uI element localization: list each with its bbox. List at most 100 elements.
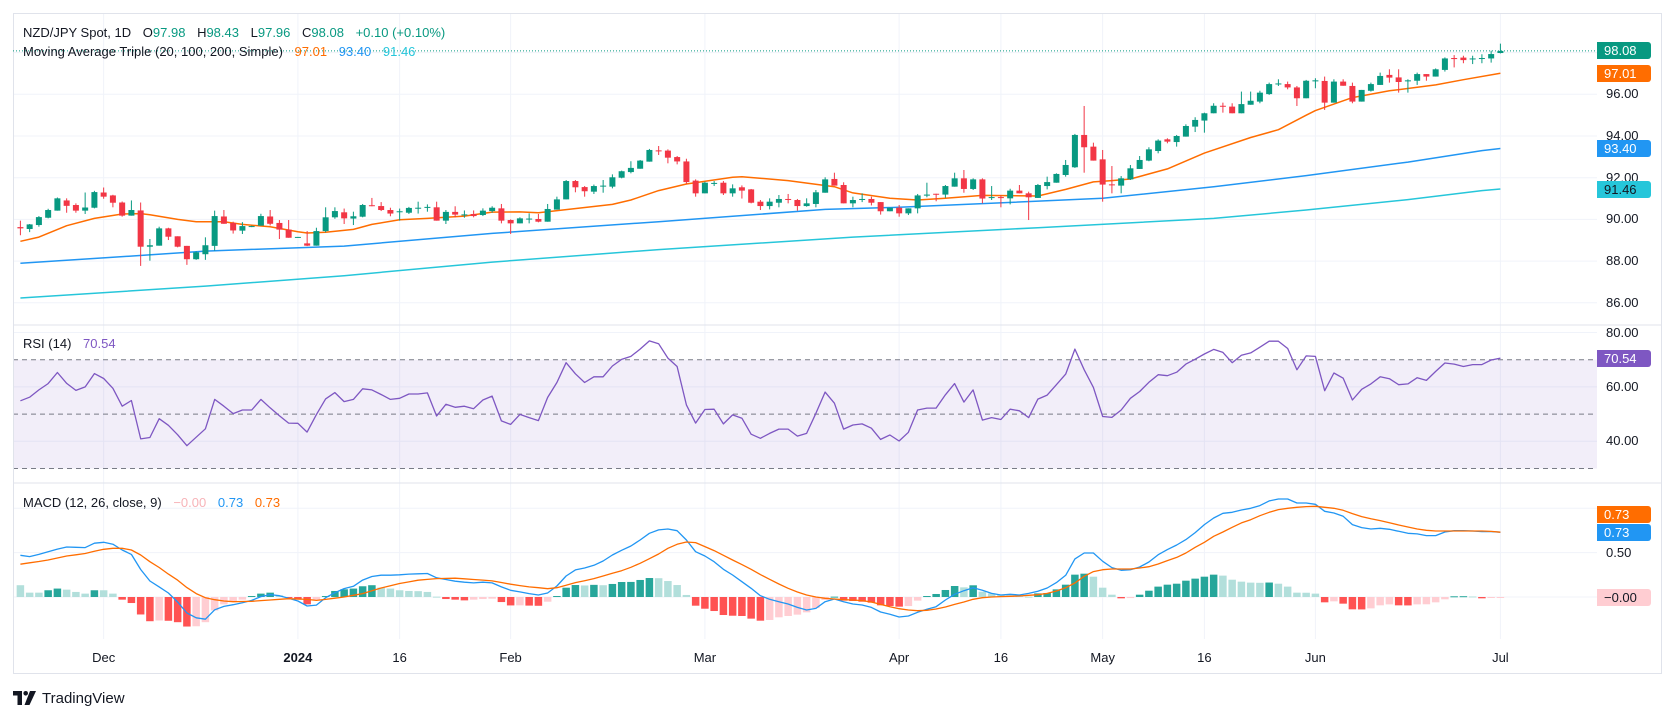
chart-frame xyxy=(13,13,1662,674)
candle-body xyxy=(646,149,653,162)
candle xyxy=(988,186,995,201)
candle-body xyxy=(711,182,718,184)
candle xyxy=(933,193,940,202)
macd-histogram-bar xyxy=(858,597,866,602)
macd-histogram xyxy=(16,573,1505,627)
candle xyxy=(415,201,422,214)
candle-body xyxy=(1303,80,1310,99)
candle-body xyxy=(26,224,33,229)
macd-histogram-bar xyxy=(1200,576,1209,597)
candle-body xyxy=(405,207,412,213)
candle xyxy=(267,210,274,226)
candle xyxy=(849,196,856,208)
macd-histogram-bar xyxy=(1376,597,1384,606)
macd-histogram-bar xyxy=(432,596,441,598)
candle-body xyxy=(933,193,940,195)
macd-histogram-bar xyxy=(1219,575,1227,597)
macd-histogram-bar xyxy=(1080,573,1088,597)
macd-histogram-bar xyxy=(895,597,903,607)
candle xyxy=(1358,89,1365,102)
candle xyxy=(896,205,903,217)
candle-body xyxy=(424,206,431,208)
macd-histogram-bar xyxy=(886,597,894,607)
candle-body xyxy=(720,182,727,194)
macd-histogram-bar xyxy=(423,591,432,597)
macd-histogram-bar xyxy=(146,597,154,622)
macd-histogram-bar xyxy=(1450,596,1458,598)
candle xyxy=(526,213,533,224)
candle xyxy=(285,220,292,238)
candle xyxy=(26,223,33,233)
candle xyxy=(979,178,986,204)
candle-body xyxy=(1478,58,1485,60)
candle-body xyxy=(1414,74,1421,81)
macd-histogram-bar xyxy=(1052,589,1061,597)
candle xyxy=(729,184,736,197)
candle-body xyxy=(535,218,542,222)
candle xyxy=(1497,43,1504,54)
candle xyxy=(563,179,570,200)
candle xyxy=(304,231,311,247)
macd-histogram-bar xyxy=(506,597,515,606)
candle xyxy=(1145,147,1152,162)
candle xyxy=(1192,117,1199,133)
candle-body xyxy=(822,179,829,193)
candle-body xyxy=(1136,159,1143,169)
candle xyxy=(1238,91,1245,114)
candle xyxy=(119,201,126,217)
candle xyxy=(1275,79,1282,86)
macd-histogram-bar xyxy=(923,596,931,598)
candle-body xyxy=(442,211,449,221)
candle xyxy=(128,200,135,216)
macd-histogram-bar xyxy=(90,590,99,597)
macd-histogram-bar xyxy=(358,586,367,597)
ma200-line xyxy=(20,188,1501,299)
candle xyxy=(137,202,144,266)
candle-body xyxy=(766,201,773,207)
candle xyxy=(396,208,403,221)
candle-body xyxy=(877,202,884,212)
candle-body xyxy=(886,207,893,212)
candle-body xyxy=(368,205,375,207)
macd-histogram-bar xyxy=(442,597,450,600)
candle-body xyxy=(72,205,79,211)
candle-body xyxy=(1460,57,1467,61)
macd-histogram-bar xyxy=(247,596,256,598)
candle-body xyxy=(1007,190,1014,199)
candle xyxy=(757,200,764,211)
candle-body xyxy=(165,228,172,237)
candle xyxy=(951,172,958,187)
candle-body xyxy=(1081,134,1088,148)
macd-histogram-bar xyxy=(238,597,247,600)
candle xyxy=(1432,68,1439,77)
macd-histogram-bar xyxy=(1367,597,1375,609)
candle-body xyxy=(193,252,200,260)
candle xyxy=(1312,78,1319,89)
candle xyxy=(1469,55,1476,65)
candle-body xyxy=(1062,164,1069,175)
candle-body xyxy=(1404,80,1411,82)
candle-body xyxy=(239,226,246,231)
macd-histogram-bar xyxy=(164,597,173,621)
candle xyxy=(1340,79,1347,86)
candle xyxy=(368,197,375,207)
macd-histogram-bar xyxy=(580,585,589,597)
candle-body xyxy=(1016,190,1023,194)
macd-histogram-bar xyxy=(599,585,607,597)
macd-histogram-bar xyxy=(25,592,34,597)
macd-histogram-bar xyxy=(1135,594,1144,597)
candle xyxy=(72,203,79,213)
candle-body xyxy=(785,198,792,200)
candle xyxy=(1284,81,1291,90)
candle xyxy=(997,195,1004,208)
candle-body xyxy=(331,211,338,218)
candle-body xyxy=(590,186,597,192)
candle xyxy=(156,226,163,246)
macd-histogram-bar xyxy=(1385,597,1394,605)
macd-histogram-bar xyxy=(941,589,950,597)
macd-histogram-bar xyxy=(608,583,617,597)
macd-histogram-bar xyxy=(201,597,210,623)
macd-histogram-bar xyxy=(1330,597,1338,602)
macd-histogram-bar xyxy=(136,597,145,615)
